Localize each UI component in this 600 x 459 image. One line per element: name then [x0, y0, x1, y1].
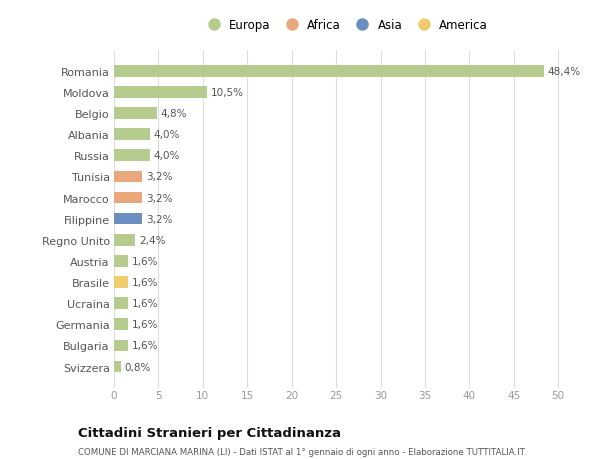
- Bar: [114, 150, 149, 162]
- Bar: [114, 235, 136, 246]
- Bar: [114, 340, 128, 352]
- Text: 48,4%: 48,4%: [548, 67, 581, 77]
- Text: 1,6%: 1,6%: [132, 277, 158, 287]
- Text: 2,4%: 2,4%: [139, 235, 166, 245]
- Text: 10,5%: 10,5%: [211, 88, 244, 98]
- Bar: [114, 192, 142, 204]
- Bar: [114, 319, 128, 330]
- Text: 3,2%: 3,2%: [146, 172, 172, 182]
- Bar: [114, 361, 121, 373]
- Bar: [114, 171, 142, 183]
- Bar: [114, 87, 207, 99]
- Text: 0,8%: 0,8%: [125, 362, 151, 372]
- Text: 1,6%: 1,6%: [132, 319, 158, 330]
- Bar: [114, 108, 157, 120]
- Bar: [114, 277, 128, 288]
- Bar: [114, 256, 128, 267]
- Text: 4,0%: 4,0%: [153, 151, 179, 161]
- Text: 4,8%: 4,8%: [160, 109, 187, 119]
- Text: 4,0%: 4,0%: [153, 130, 179, 140]
- Bar: [114, 213, 142, 225]
- Bar: [114, 66, 544, 78]
- Text: 3,2%: 3,2%: [146, 214, 172, 224]
- Text: 1,6%: 1,6%: [132, 298, 158, 308]
- Legend: Europa, Africa, Asia, America: Europa, Africa, Asia, America: [202, 19, 488, 32]
- Text: 1,6%: 1,6%: [132, 341, 158, 351]
- Bar: [114, 129, 149, 140]
- Text: 1,6%: 1,6%: [132, 256, 158, 266]
- Text: COMUNE DI MARCIANA MARINA (LI) - Dati ISTAT al 1° gennaio di ogni anno - Elabora: COMUNE DI MARCIANA MARINA (LI) - Dati IS…: [78, 448, 525, 457]
- Text: 3,2%: 3,2%: [146, 193, 172, 203]
- Text: Cittadini Stranieri per Cittadinanza: Cittadini Stranieri per Cittadinanza: [78, 426, 341, 439]
- Bar: [114, 298, 128, 309]
